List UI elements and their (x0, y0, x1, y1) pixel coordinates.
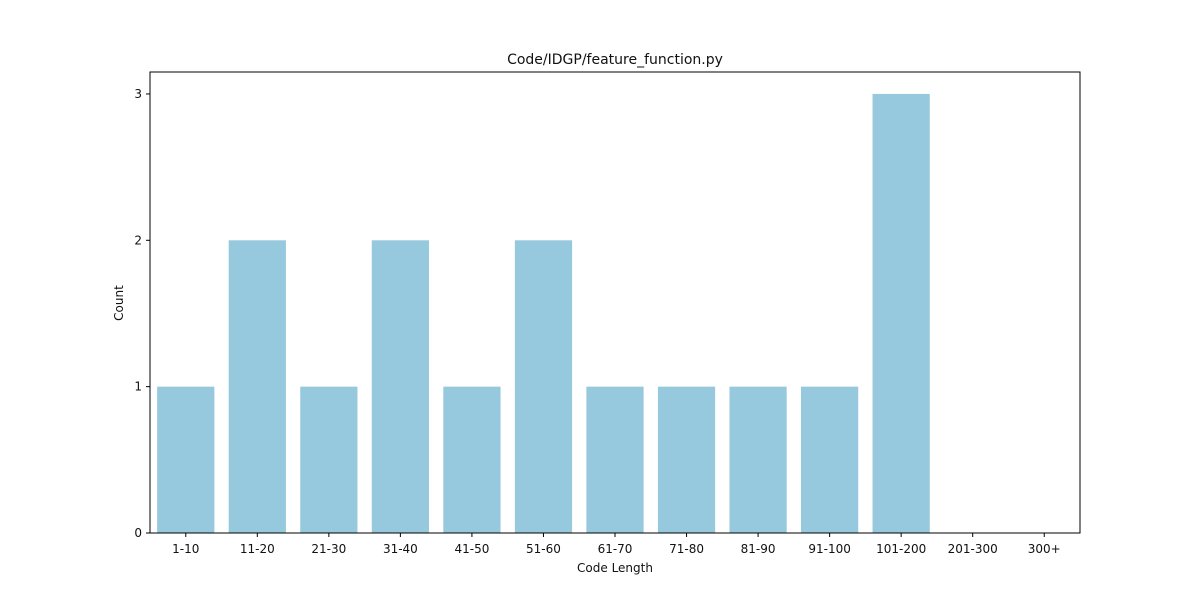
bar-11-20 (228, 240, 286, 534)
bar-51-60 (514, 240, 573, 534)
bar-101-200 (872, 93, 930, 533)
x-tick-label: 11-20 (240, 542, 275, 556)
y-tick-label: 1 (134, 380, 142, 394)
x-tick-label: 21-30 (311, 542, 346, 556)
x-tick-label: 81-90 (741, 542, 776, 556)
bar-1-10 (157, 386, 215, 533)
x-tick-label: 61-70 (598, 542, 633, 556)
bars-layer (157, 93, 930, 534)
y-tick-label: 0 (134, 526, 142, 540)
x-axis-label: Code Length (577, 561, 653, 575)
x-tick-label: 91-100 (808, 542, 851, 556)
bar-71-80 (657, 386, 716, 533)
y-tick-label: 3 (134, 87, 142, 101)
bar-31-40 (371, 240, 429, 534)
x-axis: 1-10 11-20 21-30 31-40 41-50 51-60 61-70 71-80 8… (172, 533, 1061, 556)
x-tick-label: 300+ (1028, 542, 1061, 556)
bar-81-90 (729, 386, 787, 533)
bar-21-30 (300, 386, 358, 533)
bar-41-50 (443, 386, 501, 533)
x-tick-label: 71-80 (669, 542, 704, 556)
y-axis: 0 1 2 3 (134, 87, 150, 540)
y-tick-label: 2 (134, 233, 142, 247)
x-tick-label: 201-300 (948, 542, 998, 556)
x-tick-label: 1-10 (172, 542, 199, 556)
x-tick-label: 101-200 (876, 542, 926, 556)
bar-91-100 (801, 386, 859, 533)
x-tick-label: 31-40 (383, 542, 418, 556)
chart-title: Code/IDGP/feature_function.py (507, 52, 723, 68)
bar-61-70 (586, 386, 644, 533)
y-axis-label: Count (112, 285, 126, 321)
x-tick-label: 51-60 (526, 542, 561, 556)
x-tick-label: 41-50 (454, 542, 489, 556)
